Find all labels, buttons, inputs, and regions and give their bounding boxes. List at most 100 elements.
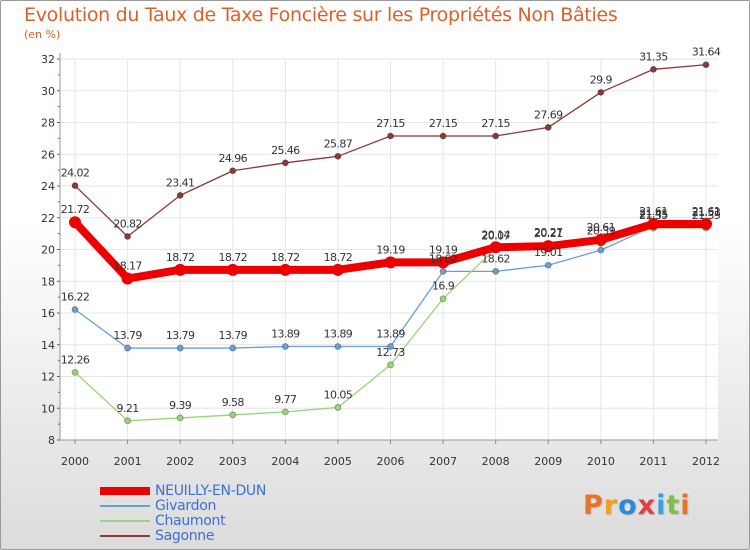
data-label: 18.17 [113,260,142,273]
data-label: 12.26 [61,353,90,366]
data-point [544,124,552,131]
y-tick-label: 28 [41,117,55,130]
legend-item: Sagonne [100,528,340,544]
data-label: 20.14 [481,228,510,241]
data-point [176,414,184,422]
data-label: 19.01 [534,246,563,259]
data-label: 21.61 [692,205,721,218]
legend-label: Givardon [155,498,217,514]
data-label: 20.27 [534,226,563,239]
x-tick-label: 2001 [114,455,142,468]
data-point [281,159,289,167]
data-label: 21.61 [639,205,668,218]
data-point [594,233,607,246]
data-point [71,182,79,190]
data-label: 27.69 [534,108,563,121]
data-label: 20.82 [113,217,142,230]
data-label: 24.02 [61,167,90,180]
data-label: 16.22 [61,291,90,304]
x-tick-label: 2006 [377,455,405,468]
data-label: 10.05 [324,388,353,401]
data-label: 21.53 [692,206,721,219]
data-label: 18.62 [429,252,458,265]
data-label: 31.64 [692,46,721,59]
data-point [597,246,605,254]
y-tick-label: 30 [41,85,55,98]
data-point [334,404,342,411]
data-point [331,263,344,276]
x-tick-label: 2011 [639,455,667,468]
data-label: 21.35 [692,209,721,222]
legend-swatch [100,535,150,537]
data-point [387,132,394,140]
data-point [174,263,187,276]
data-point [334,152,342,160]
data-label: 27.15 [376,117,405,130]
legend-item: NEUILLY-EN-DUN [100,483,340,499]
data-point [650,65,657,73]
data-point [69,216,81,229]
data-label: 25.87 [324,137,353,150]
data-label: 20.61 [587,221,616,234]
x-tick-label: 2003 [219,455,247,468]
data-point [176,344,184,352]
y-tick-label: 18 [41,275,55,288]
data-point [492,132,500,140]
data-point [334,343,342,350]
data-point [700,217,712,230]
y-tick-label: 10 [41,402,55,415]
legend-label: Sagonne [155,528,215,544]
y-tick-label: 20 [41,244,55,257]
data-point [387,343,394,350]
data-label: 23.41 [166,176,195,189]
data-point [176,191,184,199]
data-point [279,263,292,276]
y-tick-label: 8 [48,434,55,447]
x-tick-label: 2010 [587,455,615,468]
data-label: 20.21 [534,227,563,240]
data-point [702,61,710,69]
y-tick-label: 32 [41,53,55,66]
data-label: 13.79 [166,329,195,342]
data-label: 18.72 [271,251,300,264]
data-label: 21.35 [639,209,668,222]
proxiti-logo: Proxiti [583,490,691,521]
data-label: 21.45 [639,207,668,220]
x-tick-label: 2005 [324,455,352,468]
data-label: 18.72 [324,251,353,264]
data-label: 20.07 [481,229,510,242]
data-point [226,263,239,276]
data-label: 19.19 [429,243,458,256]
y-tick-label: 14 [41,339,55,352]
data-point [439,268,447,275]
chart-legend: NEUILLY-EN-DUN Givardon Chaumont Sagonne [100,483,340,544]
data-point [124,233,131,240]
data-label: 9.21 [117,402,139,415]
data-label: 18.62 [481,252,510,265]
data-label: 20.39 [587,224,616,237]
data-point [71,306,79,313]
x-tick-label: 2002 [166,455,194,468]
x-tick-label: 2004 [271,455,299,468]
data-label: 19.19 [376,243,405,256]
legend-swatch [100,505,150,507]
x-tick-label: 2009 [534,455,562,468]
y-unit-label: (en %) [24,28,61,41]
data-label: 12.73 [376,346,405,359]
data-point [387,361,394,369]
data-label: 16.9 [432,280,455,293]
data-label: 31.35 [639,50,668,63]
data-point [229,344,237,352]
data-label: 29.9 [590,73,613,86]
legend-label: Chaumont [155,513,226,529]
y-tick-label: 26 [41,148,55,161]
data-point [544,261,552,269]
data-point [439,132,447,140]
data-label: 13.79 [219,329,248,342]
data-point [124,417,131,425]
data-point [439,295,447,303]
legend-swatch [100,520,150,522]
data-point [124,344,131,352]
x-tick-label: 2007 [429,455,457,468]
